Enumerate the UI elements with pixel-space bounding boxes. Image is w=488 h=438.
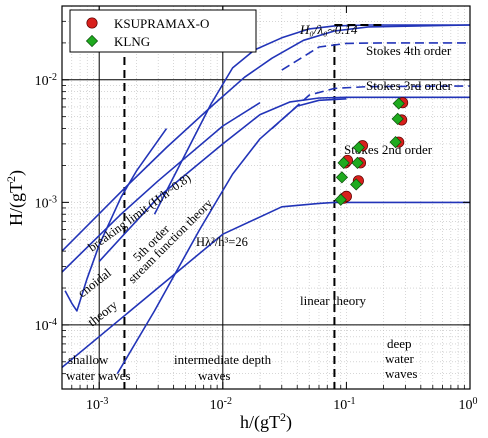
y-axis: 10-4 10-3 10-2 bbox=[35, 20, 470, 390]
curve-stokes-4th-dashed bbox=[281, 42, 470, 71]
annotation-linear: linear theory bbox=[300, 293, 367, 308]
annotation-stokes-4th: Stokes 4th order bbox=[366, 43, 452, 58]
annotation-h0-lambda: H₀/λ₀~0.14 bbox=[299, 22, 358, 37]
legend-label: KSUPRAMAX-O bbox=[114, 16, 209, 31]
annotation-intermediate-1: intermediate depth bbox=[174, 352, 272, 367]
annotation-deep-3: waves bbox=[385, 366, 418, 381]
curve-stokes-2nd-upper bbox=[98, 96, 470, 262]
x-tick-label: 10-3 bbox=[86, 396, 108, 414]
point-klng bbox=[350, 178, 363, 191]
y-axis-title: H/(gT2) bbox=[4, 170, 27, 226]
y-tick-label: 10-2 bbox=[35, 71, 57, 89]
point-klng bbox=[352, 141, 365, 154]
annotation-shallow-2: water waves bbox=[66, 368, 131, 383]
point-klng bbox=[351, 156, 364, 169]
annotation-intermediate-2: waves bbox=[198, 368, 231, 383]
x-tick-label: 100 bbox=[459, 396, 478, 414]
data-points bbox=[334, 97, 409, 206]
annotation-stokes-3rd: Stokes 3rd order bbox=[366, 78, 453, 93]
x-axis-title: h/(gT2) bbox=[240, 410, 292, 433]
theory-curves bbox=[62, 23, 470, 375]
point-klng bbox=[337, 156, 350, 169]
legend-label: KLNG bbox=[114, 34, 150, 49]
annotation-h-lambda: Hλ²/h³=26 bbox=[196, 235, 248, 249]
point-klng bbox=[335, 171, 349, 184]
annotation-deep-2: water bbox=[385, 351, 415, 366]
x-tick-label: 10-1 bbox=[333, 396, 355, 414]
point-klng bbox=[389, 136, 402, 149]
guide-lines bbox=[62, 6, 470, 389]
point-klng bbox=[391, 112, 404, 125]
curve-breaking-limit-2 bbox=[62, 102, 261, 273]
annotation-deep-1: deep bbox=[387, 336, 412, 351]
point-klng bbox=[334, 193, 347, 206]
curve-breaking-limit-1 bbox=[62, 24, 470, 252]
legend: KSUPRAMAX-O KLNG bbox=[69, 9, 257, 53]
legend-marker-ksupramax-o bbox=[86, 17, 98, 29]
y-tick-label: 10-4 bbox=[35, 316, 57, 334]
curve-cnoidal bbox=[64, 128, 168, 312]
legend-box bbox=[69, 9, 257, 53]
curve-h-lambda bbox=[116, 98, 347, 375]
x-tick-label: 10-2 bbox=[210, 396, 232, 414]
curve-linear bbox=[62, 201, 470, 369]
plot-background bbox=[62, 6, 470, 389]
plot-frame bbox=[61, 5, 471, 390]
curve-stokes-3rd-dashed bbox=[271, 85, 470, 130]
annotation-shallow-1: shallow bbox=[68, 352, 109, 367]
point-klng bbox=[392, 97, 405, 110]
legend-marker-klng bbox=[85, 34, 99, 48]
y-tick-label: 10-3 bbox=[35, 194, 57, 212]
